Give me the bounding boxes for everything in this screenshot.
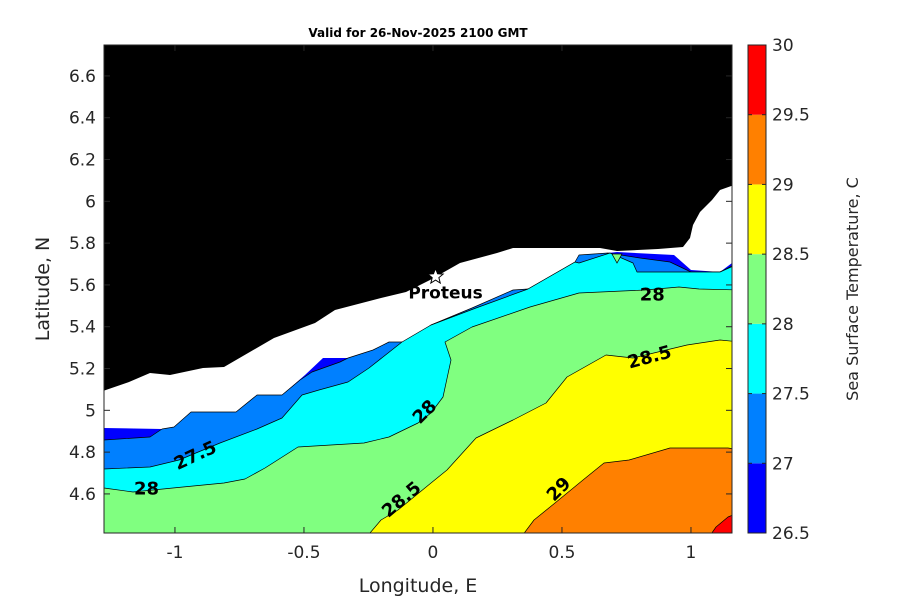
colorbar-border [747, 44, 767, 534]
y-tick-label: 5.2 [69, 360, 96, 380]
y-tick-label: 5.4 [69, 318, 96, 338]
axes: -1 -0.5 0 0.5 1 4.6 4.8 5 5.2 5.4 5.6 5.8 6 6.2 6.4 6.6 [69, 44, 733, 563]
colorbar-tick-label: 28.5 [772, 245, 810, 265]
x-tick-label: -0.5 [287, 543, 320, 563]
y-tick-label: 5.6 [69, 276, 96, 296]
axes-box [103, 44, 733, 534]
y-tick-label: 6.6 [69, 67, 96, 87]
colorbar-label: Sea Surface Temperature, C [843, 177, 862, 401]
x-tick-label: 0 [428, 543, 439, 563]
station-label: Proteus [408, 284, 482, 304]
x-tick-label: -1 [166, 543, 183, 563]
y-tick-label: 5.8 [69, 234, 96, 254]
colorbar-swatch-27 [748, 393, 766, 464]
colorbar-tick-label: 29 [772, 175, 794, 195]
colorbar-tick-label: 29.5 [772, 106, 810, 126]
colorbar-tick-label: 28 [772, 315, 794, 335]
land-mass [104, 45, 732, 391]
colorbar-swatch-26.5 [748, 463, 766, 533]
contour-band-29.5-30 [711, 514, 732, 533]
colorbar-tick-label: 26.5 [772, 524, 810, 544]
y-tick-label: 4.6 [69, 485, 96, 505]
colorbar: 26.5 27 27.5 28 28.5 29 29.5 30 [747, 36, 810, 544]
colorbar-tick-label: 27.5 [772, 385, 810, 405]
colorbar-swatch-27.5 [748, 323, 766, 394]
x-axis-label: Longitude, E [359, 575, 478, 597]
contour-label: 28 [640, 284, 665, 305]
contour-band-29-29.5 [523, 447, 732, 533]
y-tick-label: 6 [85, 192, 96, 212]
contour-label: 28 [134, 479, 159, 500]
colorbar-tick-label: 30 [772, 36, 794, 56]
contour-band-small [611, 253, 623, 264]
x-tick-label: 0.5 [548, 543, 575, 563]
colorbar-swatch-29.5 [748, 45, 766, 115]
station-star-icon [426, 267, 445, 285]
colorbar-swatch-28.5 [748, 184, 766, 255]
colorbar-swatch-29 [748, 114, 766, 185]
y-tick-label: 4.8 [69, 443, 96, 463]
y-tick-label: 5 [85, 401, 96, 421]
y-tick-label: 6.2 [69, 151, 96, 171]
y-axis-label: Latitude, N [32, 237, 54, 342]
colorbar-tick-label: 27 [772, 454, 794, 474]
chart-title: Valid for 26-Nov-2025 2100 GMT [308, 26, 528, 40]
colorbar-swatch-28 [748, 254, 766, 324]
y-tick-label: 6.4 [69, 109, 96, 129]
x-tick-label: 1 [686, 543, 697, 563]
